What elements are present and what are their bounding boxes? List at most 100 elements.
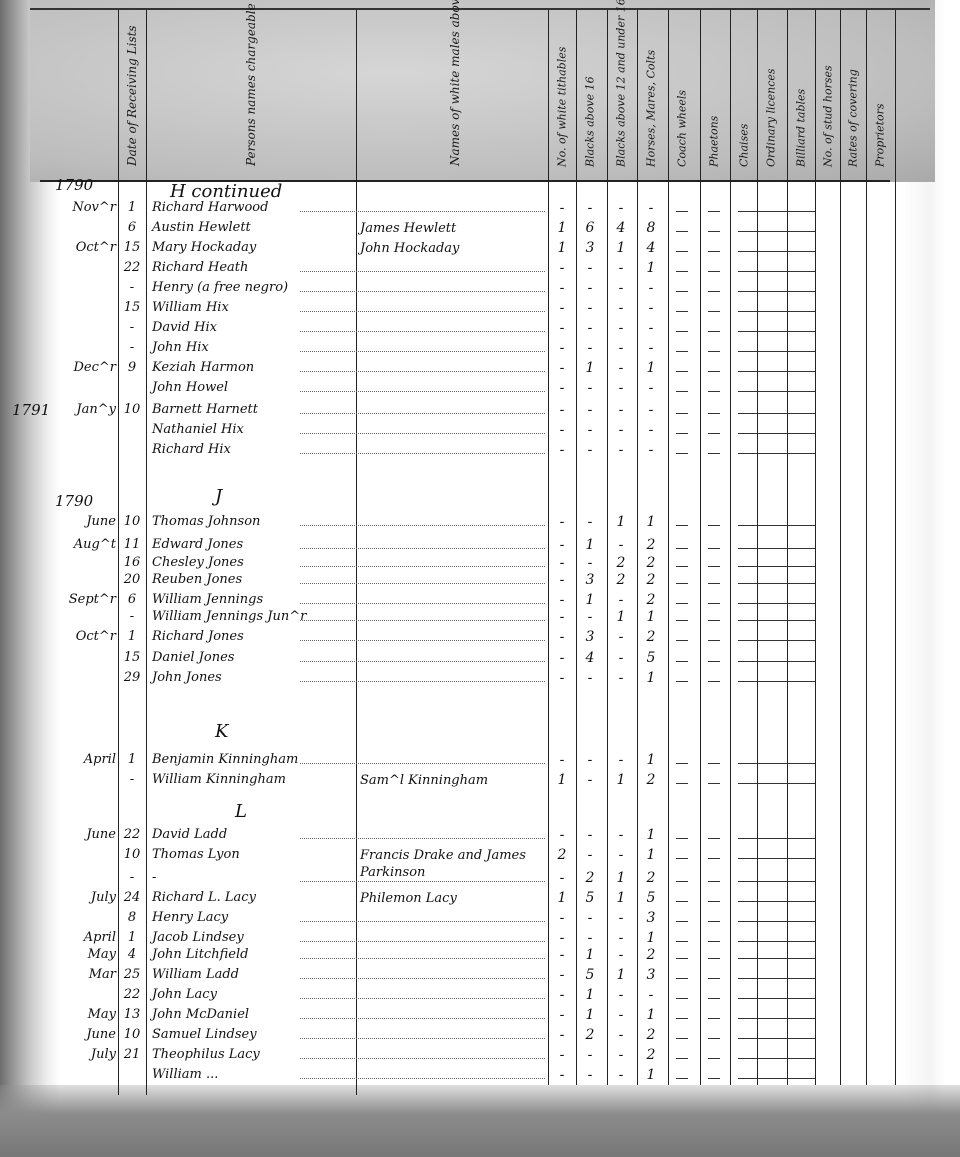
blank-dash bbox=[708, 858, 720, 859]
blank-dash bbox=[708, 603, 720, 604]
ledger-row: Aug^t 11 Edward Jones - 1 - 2 bbox=[0, 535, 960, 555]
entry-day: 20 bbox=[123, 572, 141, 587]
blank-dash bbox=[708, 351, 720, 352]
entry-value: - bbox=[618, 402, 624, 418]
dotted-leader bbox=[300, 311, 545, 312]
entry-name: Austin Hewlett bbox=[152, 220, 251, 235]
entry-value: 2 bbox=[616, 555, 626, 571]
entry-value: 2 bbox=[646, 572, 656, 588]
entry-value: 1 bbox=[646, 930, 656, 946]
dotted-leader bbox=[300, 583, 545, 584]
entry-value: - bbox=[618, 200, 624, 216]
blank-dash bbox=[765, 311, 815, 312]
blank-dash bbox=[765, 566, 815, 567]
entry-value: - bbox=[618, 1067, 624, 1083]
blank-dash bbox=[765, 838, 815, 839]
entry-value: - bbox=[559, 537, 565, 553]
entry-value: - bbox=[618, 380, 624, 396]
blank-dash bbox=[676, 525, 688, 526]
blank-dash bbox=[676, 413, 688, 414]
blank-dash bbox=[765, 1058, 815, 1059]
entry-value: - bbox=[648, 380, 654, 396]
entry-month: July bbox=[90, 1047, 116, 1062]
entry-value: - bbox=[559, 670, 565, 686]
blank-dash bbox=[765, 351, 815, 352]
entry-name: John Jones bbox=[152, 670, 222, 685]
blank-dash bbox=[765, 1078, 815, 1079]
blank-dash bbox=[738, 838, 788, 839]
dotted-leader bbox=[300, 681, 545, 682]
blank-dash bbox=[708, 1038, 720, 1039]
dotted-leader bbox=[300, 291, 545, 292]
blank-dash bbox=[676, 251, 688, 252]
entry-day: 24 bbox=[123, 890, 141, 905]
entry-value: 2 bbox=[646, 772, 656, 788]
entry-value: - bbox=[618, 1027, 624, 1043]
entry-value: - bbox=[559, 987, 565, 1003]
entry-value: 2 bbox=[646, 555, 656, 571]
blank-dash bbox=[708, 881, 720, 882]
entry-value: - bbox=[587, 752, 593, 768]
entry-value: - bbox=[618, 827, 624, 843]
entry-value: 6 bbox=[585, 220, 595, 236]
entry-value: - bbox=[618, 650, 624, 666]
blank-dash bbox=[765, 681, 815, 682]
entry-value: - bbox=[618, 592, 624, 608]
entry-value: 1 bbox=[616, 890, 626, 906]
column-header-label: Blacks above 16 bbox=[583, 76, 597, 167]
entry-value: - bbox=[618, 280, 624, 296]
entry-value: - bbox=[587, 772, 593, 788]
entry-value: 2 bbox=[616, 572, 626, 588]
blank-dash bbox=[765, 271, 815, 272]
dotted-leader bbox=[300, 211, 545, 212]
entry-day: 13 bbox=[123, 1007, 141, 1022]
blank-dash bbox=[738, 433, 788, 434]
blank-dash bbox=[765, 958, 815, 959]
entry-value: - bbox=[559, 260, 565, 276]
entry-value: - bbox=[559, 200, 565, 216]
column-header: Proprietors bbox=[866, 20, 894, 180]
entry-name: William ... bbox=[152, 1067, 219, 1082]
entry-value: - bbox=[559, 752, 565, 768]
entry-value: 1 bbox=[585, 360, 595, 376]
entry-value: - bbox=[618, 847, 624, 863]
entry-value: 1 bbox=[646, 609, 656, 625]
entry-value: 1 bbox=[646, 1007, 656, 1023]
entry-month: Mar bbox=[88, 967, 116, 982]
dotted-leader bbox=[300, 603, 545, 604]
header-rule bbox=[40, 180, 890, 182]
entry-name: William Hix bbox=[152, 300, 229, 315]
blank-dash bbox=[708, 1078, 720, 1079]
blank-dash bbox=[676, 351, 688, 352]
entry-value: 1 bbox=[646, 670, 656, 686]
entry-value: - bbox=[587, 827, 593, 843]
page-bottom-shadow bbox=[0, 1085, 960, 1157]
entry-name: John Howel bbox=[152, 380, 229, 395]
entry-value: 3 bbox=[585, 240, 595, 256]
column-header: No. of white tithables bbox=[548, 20, 576, 180]
column-rule bbox=[637, 10, 638, 1085]
blank-dash bbox=[708, 583, 720, 584]
entry-value: - bbox=[559, 947, 565, 963]
blank-dash bbox=[738, 901, 788, 902]
entry-value: 1 bbox=[646, 847, 656, 863]
ledger-row: Dec^r 9 Keziah Harmon - 1 - 1 bbox=[0, 358, 960, 378]
entry-value: 2 bbox=[646, 629, 656, 645]
blank-dash bbox=[765, 620, 815, 621]
column-header: Phaetons bbox=[700, 20, 728, 180]
entry-white-males: Francis Drake and James Parkinson bbox=[360, 848, 526, 880]
column-header-label: Names of white males above the age of si… bbox=[448, 0, 462, 166]
dotted-leader bbox=[300, 941, 545, 942]
blank-dash bbox=[765, 640, 815, 641]
entry-value: - bbox=[587, 514, 593, 530]
blank-dash bbox=[738, 958, 788, 959]
entry-value: 2 bbox=[646, 1027, 656, 1043]
blank-dash bbox=[708, 901, 720, 902]
blank-dash bbox=[708, 1018, 720, 1019]
blank-dash bbox=[708, 311, 720, 312]
blank-dash bbox=[765, 391, 815, 392]
blank-dash bbox=[765, 941, 815, 942]
entry-value: - bbox=[618, 360, 624, 376]
section-heading: J bbox=[215, 486, 223, 507]
blank-dash bbox=[765, 901, 815, 902]
